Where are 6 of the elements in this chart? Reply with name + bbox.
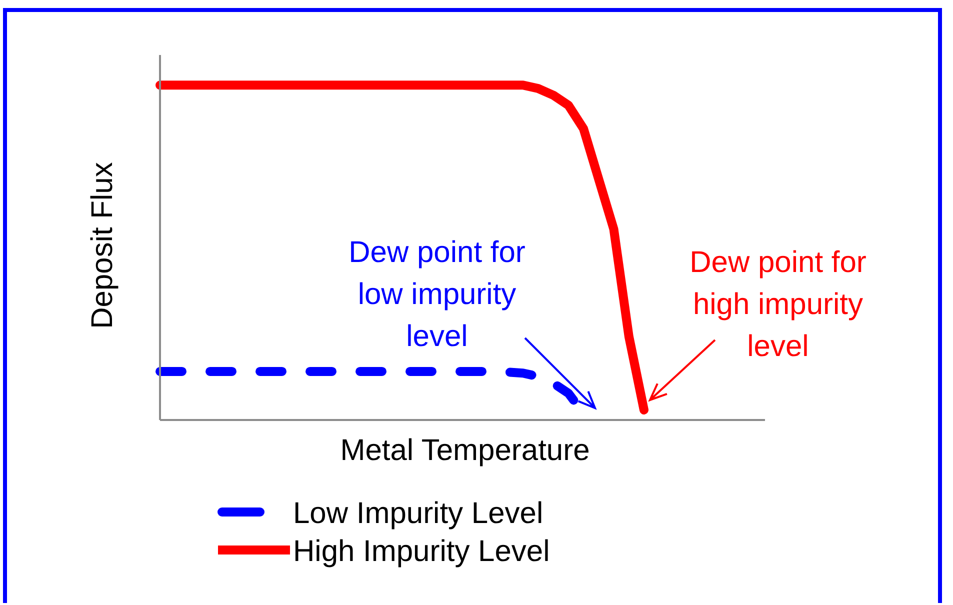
x-axis-title: Metal Temperature xyxy=(340,434,590,467)
annotation: Dew point for low impurity level xyxy=(348,236,526,353)
annotation: Dew point for high impurity level xyxy=(690,246,866,363)
y-axis-title: Deposit Flux xyxy=(86,162,119,329)
legend-label: High Impurity Level xyxy=(293,535,550,568)
legend-label: Low Impurity Level xyxy=(293,497,544,530)
